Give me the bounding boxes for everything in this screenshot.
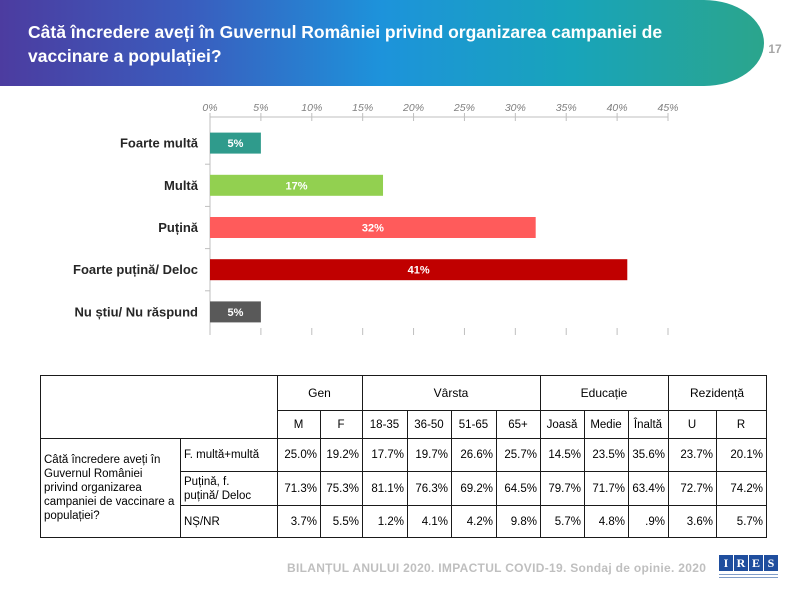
column-header-65: 65+ [496,410,541,439]
bar-nu-stiu-nu-raspund [210,301,261,323]
table-cell: 74.2% [715,471,768,506]
column-header-u: U [668,410,717,439]
table-cell: 5.7% [715,505,768,538]
column-header-m: M [277,410,321,439]
table-cell: 26.6% [451,438,497,472]
page-number: 17 [768,42,782,56]
group-header-educatie: Educație [540,375,669,411]
bar-value-label: 32% [362,223,384,235]
bar-chart: 0% 5% 10% 15% 20% 25% 30% 35% 40% 45% Foarte multă… [73,102,679,335]
table-cell: 23.5% [584,438,629,472]
logo-letter: S [764,555,778,571]
row-label-ns-nr: NȘ/NR [180,505,278,538]
x-tick-label: 0% [202,102,217,114]
bar-multa [210,174,384,196]
table-cell: 64.5% [496,471,541,506]
x-tick-label: 5% [253,102,268,114]
slide-title: Câtă încredere aveți în Guvernul Românie… [28,22,663,66]
table-row-ns-nr: NȘ/NR 3.7% 5.5% 1.2% 4.1% 4.2% 9.8% 5.7% 4.8% .9%… [41,505,768,538]
table-cell: 23.7% [668,438,717,472]
table-cell: 19.7% [407,438,452,472]
table-cell: 19.2% [320,438,363,472]
table-cell: 4.1% [407,505,452,538]
logo-fineprint [719,577,778,578]
row-label-putina-f-putina-deloc: Puțină, f. puțină/ Deloc [180,471,278,506]
bar-putina [210,217,536,238]
category-label: Multă [164,178,199,193]
category-label: Foarte puțină/ Deloc [73,262,198,277]
column-header-f: F [320,410,363,439]
x-tick-label: 40% [607,102,628,114]
x-tick-label: 25% [453,102,475,114]
crosstab-table: Gen Vârsta Educație Rezidență M F 18-35 36-50 51… [40,375,768,538]
bar-series: Foarte multă 5% Multă 17% Puțină 32% Foarte pu… [73,132,628,323]
column-header-51-65: 51-65 [451,410,497,439]
column-header-36-50: 36-50 [407,410,452,439]
column-header-medie: Medie [584,410,629,439]
bar-value-label: 17% [285,180,307,192]
table-cell: 71.7% [584,471,629,506]
footer-text: BILANȚUL ANULUI 2020. IMPACTUL COVID-19.… [287,561,707,575]
x-tick-label: 45% [657,102,678,114]
table-cell: 71.3% [277,471,321,506]
category-label: Foarte multă [120,136,199,151]
table-cell: 63.4% [628,471,669,506]
table-body: Gen Vârsta Educație Rezidență M F 18-35 36-50 51… [40,375,768,538]
table-group-header-row: Gen Vârsta Educație Rezidență [40,375,768,439]
table-cell: 69.2% [451,471,497,506]
chart-axes: 0% 5% 10% 15% 20% 25% 30% 35% 40% 45% [202,102,679,335]
table-row-f-multa-multa: Câtă încredere aveți în Guvernul Românie… [40,438,768,538]
x-tick-label: 10% [301,102,322,114]
table-cell: 17.7% [362,438,408,472]
table-cell: 4.8% [584,505,629,538]
table-cell: 14.5% [540,438,585,472]
x-tick-label: 30% [505,102,526,114]
table-cell: 81.1% [362,471,408,506]
table-column-header-row: M F 18-35 36-50 51-65 65+ Joasă Medie Înaltă U R [41,410,768,439]
logo-fineprint [719,574,778,575]
bar-value-label: 5% [227,307,243,319]
question-cell: Câtă încredere aveți în Guvernul Românie… [40,438,181,538]
column-header-18-35: 18-35 [362,410,408,439]
group-header-varsta: Vârsta [362,375,541,411]
table-cell: 4.2% [451,505,497,538]
row-label-f-multa-multa: F. multă+multă [180,438,278,472]
table-cell: 25.7% [496,438,541,472]
x-tick-label: 35% [556,102,577,114]
table-cell: 76.3% [407,471,452,506]
bar-value-label: 41% [408,265,430,277]
column-header-inalta: Înaltă [628,410,669,439]
x-tick-label: 15% [352,102,373,114]
x-tick-label: 20% [402,102,424,114]
header-banner [0,0,764,86]
logo-letter: I [719,555,733,571]
table-cell: 25.0% [277,438,321,472]
bar-foarte-multa [210,132,261,154]
table-cell: 20.1% [715,438,768,472]
group-header-gen: Gen [277,375,363,411]
logo-letter: R [734,555,748,571]
table-cell: 35.6% [628,438,669,472]
bar-value-label: 5% [227,138,243,150]
table-cell: 5.5% [320,505,363,538]
column-header-joasa: Joasă [540,410,585,439]
category-label: Nu știu/ Nu răspund [75,304,199,319]
group-header-rezidenta: Rezidență [667,375,768,411]
table-cell: .9% [628,505,669,538]
table-cell: 9.8% [496,505,541,538]
category-label: Puțină [158,220,198,235]
table-cell: 3.6% [668,505,717,538]
column-header-r: R [715,410,768,439]
table-corner-cell [40,375,278,439]
table-cell: 1.2% [362,505,408,538]
table-cell: 5.7% [540,505,585,538]
table-cell: 79.7% [540,471,585,506]
table-cell: 75.3% [320,471,363,506]
table-cell: 72.7% [668,471,717,506]
table-cell: 3.7% [277,505,321,538]
logo-letter: E [749,555,763,571]
bar-foarte-putina-deloc [210,259,628,281]
